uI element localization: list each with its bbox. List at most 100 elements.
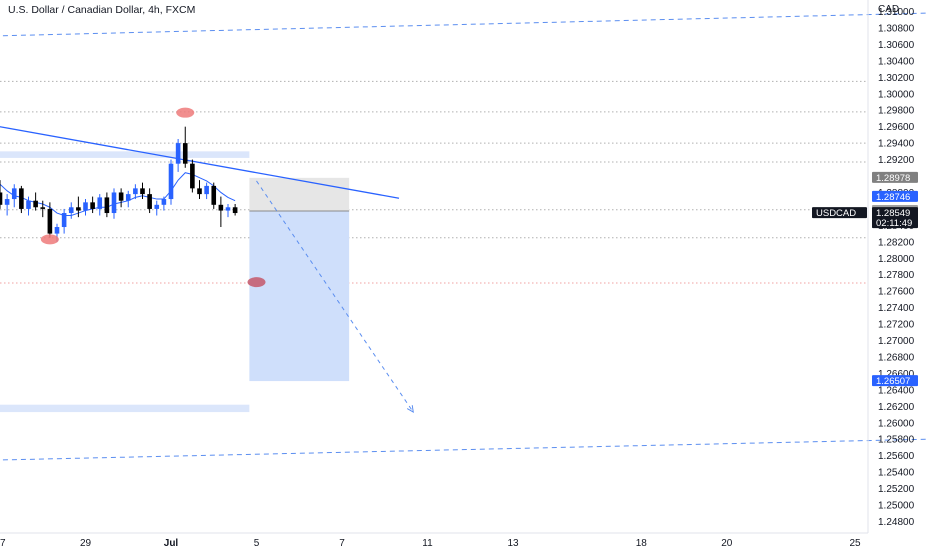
candle-body-8	[54, 227, 60, 234]
forecast-path	[256, 180, 414, 413]
time-tick-0: 27	[0, 538, 6, 549]
candle-27	[190, 159, 195, 193]
price-badge-0: 1.28978	[872, 171, 918, 184]
candle-body-3	[19, 188, 24, 209]
candle-body-31	[218, 204, 224, 211]
price-tick-9: 1.29200	[878, 155, 915, 166]
candle-9	[61, 208, 67, 234]
candle-body-10	[68, 207, 74, 214]
price-tick-17: 1.27600	[878, 287, 915, 298]
candle-body-5	[33, 200, 38, 208]
time-axis[interactable]: 27 29 Jul 5 7 11 13 18 20 25	[0, 532, 868, 549]
candle-body-32	[225, 207, 231, 211]
price-tick-16: 1.27800	[878, 270, 915, 281]
candle-20	[140, 182, 145, 200]
candle-25	[175, 139, 181, 172]
candle-7	[47, 202, 53, 238]
price-badge-bg-1	[872, 190, 918, 202]
candle-10	[68, 202, 74, 219]
candle-1	[4, 194, 10, 216]
candle-body-28	[197, 188, 202, 195]
moving-average-line	[0, 172, 236, 217]
candle-body-33	[232, 207, 238, 214]
price-tick-3: 1.30400	[878, 56, 915, 67]
candle-body-27	[190, 163, 195, 189]
candle-15	[104, 192, 110, 218]
candle-18	[125, 190, 131, 208]
price-tick-23: 1.26400	[878, 385, 915, 396]
candle-6	[40, 200, 46, 218]
candle-body-18	[125, 194, 131, 201]
symbol-label: USDCAD	[816, 208, 856, 219]
candle-16	[111, 188, 117, 219]
candle-4	[26, 196, 31, 216]
candle-body-21	[147, 194, 152, 209]
drawings-layer[interactable]	[0, 12, 927, 466]
candle-0	[0, 180, 3, 209]
zone-layer	[0, 151, 250, 413]
price-tick-6: 1.29800	[878, 106, 915, 117]
price-tick-2: 1.30600	[878, 40, 915, 51]
candle-28	[197, 180, 202, 200]
candle-body-23	[161, 199, 167, 205]
price-tick-15: 1.28000	[878, 254, 915, 265]
channel-bottom-line	[0, 438, 927, 461]
price-tick-4: 1.30200	[878, 73, 915, 84]
markers-layer	[40, 107, 266, 288]
candle-30	[211, 182, 217, 209]
moving-average-layer	[0, 172, 236, 217]
price-badge-label-4: 1.26507	[876, 376, 910, 387]
price-tick-20: 1.27000	[878, 336, 915, 347]
candle-body-1	[4, 199, 10, 205]
price-tick-29: 1.25200	[878, 484, 915, 495]
time-tick-5: 11	[422, 538, 433, 549]
candle-body-6	[40, 207, 46, 209]
price-tick-7: 1.29600	[878, 122, 915, 133]
price-axis[interactable]: 1.31000 1.30800 1.30600 1.30400 1.30200 1.300…	[812, 0, 918, 533]
candle-23	[161, 196, 167, 211]
price-tick-25: 1.26000	[878, 418, 915, 429]
price-badge-label-0: 1.28978	[876, 173, 910, 184]
price-tick-21: 1.26800	[878, 352, 915, 363]
candle-3	[19, 185, 24, 214]
price-badge-bg-4	[872, 375, 918, 387]
price-tick-19: 1.27200	[878, 320, 915, 331]
candle-body-0	[0, 192, 3, 205]
price-tick-22: 1.26600	[878, 369, 915, 380]
price-tick-5: 1.30000	[878, 89, 915, 100]
time-tick-2: Jul	[164, 538, 179, 549]
support-resistance-zone-0	[0, 151, 250, 158]
candle-31	[218, 196, 224, 228]
candle-body-24	[168, 163, 174, 200]
candle-body-17	[118, 192, 124, 201]
currency-label: CAD	[878, 4, 899, 15]
candle-body-13	[90, 202, 95, 209]
candle-14	[97, 194, 103, 216]
bar-countdown: 02:11:49	[876, 218, 912, 229]
candle-body-16	[111, 192, 117, 214]
candle-body-20	[140, 188, 145, 195]
candle-body-25	[175, 143, 181, 164]
channel-top-line	[0, 12, 927, 37]
forecast-arrowhead	[406, 405, 414, 414]
candle-body-4	[26, 200, 31, 209]
price-badge-4: 1.26507	[872, 375, 918, 387]
candle-5	[33, 192, 38, 211]
pivot-marker-2	[247, 277, 266, 288]
candle-body-12	[83, 202, 88, 211]
candle-body-2	[11, 188, 17, 200]
candle-body-15	[104, 197, 110, 214]
short-position-tool[interactable]	[249, 177, 350, 382]
price-tick-1: 1.30800	[878, 23, 915, 34]
candle-19	[133, 184, 138, 200]
candle-body-9	[61, 213, 67, 228]
price-tick-14: 1.28200	[878, 237, 915, 248]
time-tick-9: 25	[849, 538, 861, 549]
time-tick-8: 20	[721, 538, 733, 549]
candle-13	[90, 196, 95, 214]
pivot-marker-1	[176, 107, 195, 118]
last-price-badge	[872, 207, 918, 229]
chart-title: U.S. Dollar / Canadian Dollar, 4h, FXCM	[8, 4, 195, 16]
